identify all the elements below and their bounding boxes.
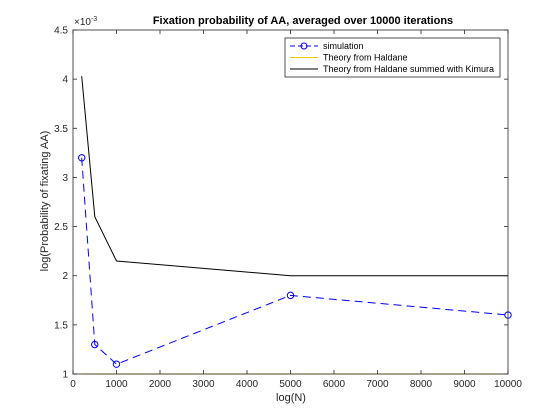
y-tick-label: 2 xyxy=(62,271,68,282)
x-tick-label: 3000 xyxy=(192,379,215,390)
legend-entry-2: Theory from Haldane summed with Kimura xyxy=(323,64,494,74)
legend-entry-1: Theory from Haldane xyxy=(323,53,408,63)
legend-box xyxy=(284,37,501,78)
y-tick-label: 3 xyxy=(62,173,68,184)
x-tick-label: 6000 xyxy=(323,379,346,390)
legend-marker-0 xyxy=(300,42,308,50)
y-tick-label: 4.5 xyxy=(54,26,68,37)
x-tick-label: 1000 xyxy=(105,379,128,390)
x-tick-label: 2000 xyxy=(149,379,172,390)
plot-area xyxy=(73,30,508,374)
x-tick-label: 7000 xyxy=(366,379,389,390)
y-tick-label: 3.5 xyxy=(54,124,68,135)
y-tick-label: 1.5 xyxy=(54,320,68,331)
legend-entry-0: simulation xyxy=(323,41,364,51)
x-tick-label: 5000 xyxy=(279,379,302,390)
y-axis-label: log(Probability of fixating AA) xyxy=(39,131,51,272)
data-point xyxy=(78,154,86,162)
series-2 xyxy=(81,76,508,277)
ticks: 0 1000 2000 3000 4000 5000 6000 7000 8000 9000 100… xyxy=(54,26,522,391)
y-tick-label: 4 xyxy=(62,75,68,86)
x-tick-label: 4000 xyxy=(236,379,259,390)
series-line-2 xyxy=(81,76,508,277)
chart-title: Fixation probability of AA, averaged ove… xyxy=(153,15,453,27)
x-tick-label: 10000 xyxy=(494,379,522,390)
data-point xyxy=(286,291,295,300)
x-tick-label: 8000 xyxy=(410,379,433,390)
y-multiplier-exponent: -3 xyxy=(91,16,97,23)
series-line-0 xyxy=(81,157,509,365)
y-multiplier: ×10-3 xyxy=(74,16,97,28)
y-multiplier-base: ×10 xyxy=(74,17,91,28)
data-point xyxy=(91,340,99,349)
x-tick-label: 0 xyxy=(70,379,76,390)
y-tick-label: 1 xyxy=(62,370,68,381)
data-point xyxy=(112,360,121,368)
y-tick-label: 2.5 xyxy=(54,222,68,233)
x-tick-label: 9000 xyxy=(453,379,476,390)
x-axis-label: log(N) xyxy=(276,392,306,404)
